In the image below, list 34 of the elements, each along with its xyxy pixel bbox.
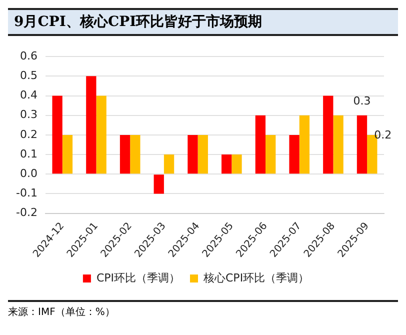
data-label: 0.3 — [353, 94, 371, 108]
bar — [130, 134, 140, 174]
y-tick-label: 0.2 — [20, 128, 38, 141]
legend-label: CPI环比（季调） — [96, 271, 180, 284]
bar — [356, 115, 368, 174]
bar — [120, 134, 130, 174]
legend-label: 核心CPI环比（季调） — [202, 271, 310, 284]
y-tick-label: -0.1 — [16, 186, 38, 200]
y-tick-label: 0.5 — [20, 69, 38, 82]
bar — [188, 134, 198, 174]
bar — [232, 154, 242, 174]
bar — [96, 96, 106, 174]
bar — [52, 96, 62, 174]
bar — [62, 134, 73, 174]
y-tick-label: 0.6 — [20, 49, 38, 62]
bar — [289, 134, 300, 174]
bar — [255, 115, 266, 174]
y-tick-label: 0.0 — [20, 166, 38, 180]
bar — [333, 115, 344, 174]
bar — [323, 96, 334, 174]
y-tick-label: -0.2 — [16, 206, 38, 220]
chart-title: 9月CPI、核心CPI环比皆好于市场预期 — [8, 8, 398, 36]
bar — [266, 134, 276, 174]
source-note: 来源：IMF（单位：%） — [8, 306, 116, 319]
bar — [299, 115, 310, 174]
bar — [164, 154, 174, 174]
data-label: 0.2 — [374, 128, 392, 142]
bar — [86, 76, 96, 174]
bar — [198, 134, 208, 174]
y-tick-label: 0.1 — [20, 147, 38, 160]
bar — [154, 174, 164, 194]
bar — [222, 154, 232, 174]
y-tick-label: 0.4 — [20, 88, 38, 102]
y-tick-label: 0.3 — [20, 108, 38, 122]
